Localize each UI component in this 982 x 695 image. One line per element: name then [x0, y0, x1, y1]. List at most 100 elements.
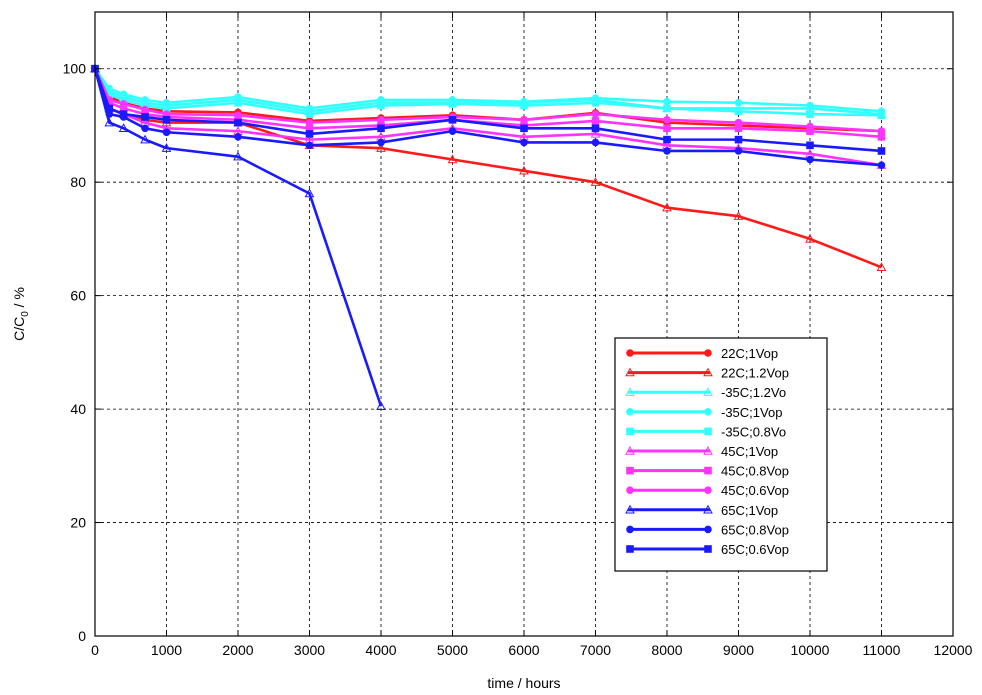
data-point	[663, 135, 671, 144]
legend-box	[614, 337, 828, 572]
legend-marker	[626, 427, 634, 436]
data-point	[591, 138, 600, 147]
y-tick-label: 0	[78, 628, 86, 644]
series--35C;0.8Vo	[91, 64, 886, 120]
data-point	[877, 161, 886, 169]
data-point	[141, 105, 149, 114]
y-tick-label: 40	[70, 401, 86, 417]
data-point	[733, 211, 744, 220]
legend-entry: 65C;1Vop	[625, 503, 778, 518]
data-point	[119, 100, 128, 108]
legend-marker	[626, 408, 634, 416]
data-point	[591, 124, 600, 133]
x-tick-label: 4000	[365, 642, 396, 658]
data-point	[590, 128, 601, 138]
legend-entry: 45C;0.6Vop	[626, 483, 789, 498]
legend-marker	[625, 367, 635, 377]
series--35C;1.2Vo	[90, 63, 887, 118]
legend-marker	[625, 445, 635, 455]
x-tick-label: 3000	[294, 642, 325, 658]
data-point	[233, 151, 243, 161]
data-point	[162, 115, 171, 124]
data-point	[877, 111, 886, 120]
data-point	[377, 124, 385, 133]
data-point	[305, 141, 314, 150]
y-axis-title-subscript: 0	[20, 311, 31, 317]
legend-label: -35C;1Vop	[721, 405, 782, 420]
legend-marker	[625, 504, 635, 514]
legend-marker	[704, 486, 712, 495]
data-point	[519, 165, 529, 175]
legend-label: 45C;1Vop	[721, 444, 778, 459]
legend-label: 65C;0.8Vop	[721, 522, 789, 537]
axis-ticks	[94, 12, 954, 637]
data-point	[663, 97, 671, 106]
y-tick-label: 100	[63, 61, 87, 77]
legend-marker	[625, 387, 635, 396]
data-point	[806, 122, 814, 131]
data-point	[734, 118, 743, 127]
legend-label: -35C;0.8Vo	[721, 424, 786, 439]
legend-entry: 22C;1.2Vop	[625, 366, 789, 381]
data-point	[234, 133, 242, 141]
legend-label: 22C;1Vop	[721, 346, 778, 361]
x-tick-label: 12000	[934, 642, 973, 658]
legend-marker	[703, 367, 713, 377]
data-point	[234, 118, 242, 127]
legend-marker	[626, 525, 634, 534]
data-point	[734, 135, 743, 144]
data-point	[877, 127, 886, 135]
series-line	[93, 68, 882, 167]
x-tick-label: 0	[91, 642, 99, 658]
data-point	[591, 98, 600, 107]
legend-marker	[704, 525, 712, 534]
x-tick-label: 10000	[791, 642, 830, 658]
data-point	[305, 118, 314, 127]
y-axis-title-unit: / %	[11, 287, 27, 311]
legend-label: 65C;0.6Vop	[721, 542, 789, 557]
legend-entry: -35C;1.2Vo	[625, 385, 786, 400]
x-tick-label: 9000	[723, 642, 754, 658]
y-axis-title-main: C/C	[11, 317, 27, 341]
data-point	[734, 98, 743, 107]
data-point	[806, 155, 814, 164]
legend-label: 45C;0.6Vop	[721, 483, 789, 498]
x-axis-title: time / hours	[487, 675, 560, 691]
data-point	[141, 113, 149, 121]
series-line	[93, 68, 882, 153]
legend-marker	[704, 466, 712, 475]
legend-marker	[626, 545, 634, 553]
x-tick-label: 5000	[437, 642, 468, 658]
data-point	[234, 111, 242, 120]
data-point	[877, 147, 886, 155]
data-point	[806, 110, 814, 118]
legend-label: 22C;1.2Vop	[721, 366, 789, 381]
data-point	[448, 115, 457, 124]
data-point	[305, 110, 314, 118]
legend-marker	[704, 408, 712, 416]
series-65C;0.6Vop	[91, 64, 886, 155]
data-point	[304, 188, 315, 198]
legend: 22C;1Vop 22C;1.2Vop -35C;1.2Vo -35C;1Vop -35…	[614, 337, 828, 572]
data-point	[377, 138, 385, 147]
data-point	[805, 233, 815, 243]
legend-marker	[703, 445, 713, 455]
data-point	[734, 107, 743, 116]
data-point	[591, 117, 600, 125]
legend-marker	[703, 504, 713, 514]
legend-marker	[704, 545, 712, 553]
data-point	[141, 124, 149, 133]
data-point	[734, 147, 743, 155]
data-point	[377, 101, 385, 110]
data-point	[520, 115, 528, 124]
legend-marker	[704, 427, 712, 436]
data-point	[162, 128, 171, 137]
legend-marker	[626, 466, 634, 475]
x-tick-label: 7000	[580, 642, 611, 658]
y-tick-label: 20	[70, 515, 86, 531]
legend-marker	[626, 349, 634, 357]
legend-marker	[626, 486, 634, 495]
data-point	[806, 141, 814, 150]
data-point	[305, 130, 314, 138]
